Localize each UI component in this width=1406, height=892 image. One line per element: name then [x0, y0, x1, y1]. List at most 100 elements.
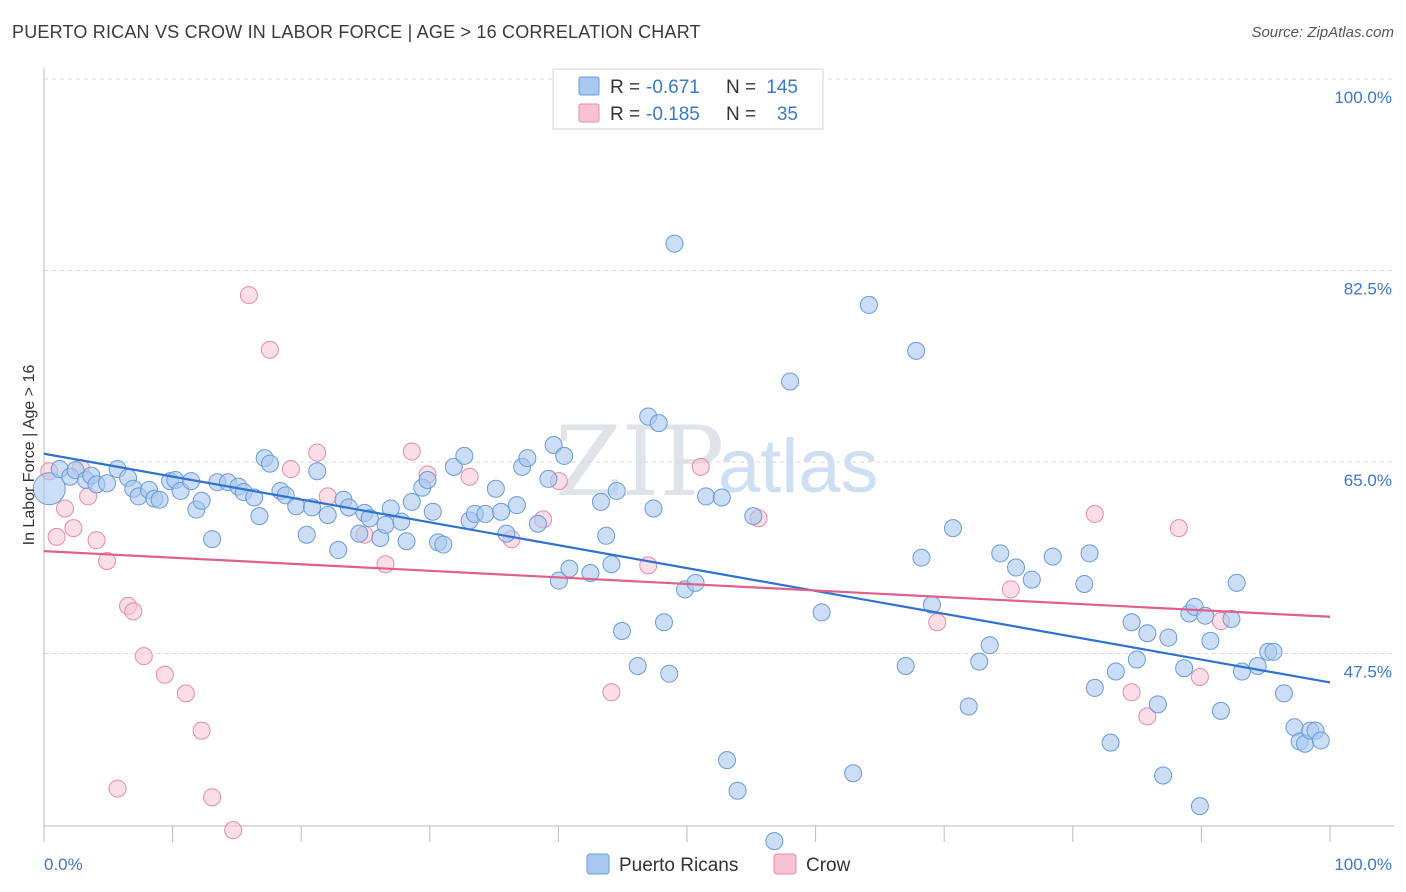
grid-lines	[44, 78, 1394, 654]
puerto-rican-point	[628, 657, 647, 676]
crow-point	[260, 340, 279, 359]
y-tick-label: 82.5%	[1344, 280, 1392, 299]
puerto-rican-point	[1248, 657, 1267, 676]
crow-point	[1122, 683, 1141, 702]
puerto-rican-point	[597, 526, 616, 545]
puerto-rican-point	[308, 462, 327, 481]
y-tick-label: 100.0%	[1334, 88, 1392, 107]
y-axis-title: In Labor Force | Age > 16	[21, 365, 38, 546]
crow-point	[224, 821, 243, 840]
source-label: Source: ZipAtlas.com	[1251, 24, 1394, 41]
crow-point	[134, 647, 153, 666]
puerto-rican-point	[381, 499, 400, 518]
crow-point	[239, 286, 258, 305]
y-tick-label: 47.5%	[1344, 663, 1392, 682]
puerto-rican-point	[959, 697, 978, 716]
crow-point	[47, 527, 66, 546]
bottom-legend-swatch-pink	[773, 853, 797, 875]
bottom-legend: Puerto Ricans Crow	[586, 853, 851, 876]
puerto-rican-point	[970, 652, 989, 671]
crow-point	[108, 779, 127, 798]
crow-point	[928, 613, 947, 632]
puerto-rican-point	[1227, 573, 1246, 592]
crow-point	[192, 721, 211, 740]
crow-point	[64, 519, 83, 538]
puerto-rican-point	[1222, 609, 1241, 628]
puerto-rican-point	[744, 507, 763, 526]
puerto-rican-point	[581, 564, 600, 583]
puerto-rican-point	[697, 487, 716, 506]
puerto-rican-point	[150, 490, 169, 509]
watermark-atlas: atlas	[718, 424, 879, 509]
puerto-rican-point	[528, 514, 547, 533]
puerto-rican-point	[250, 507, 269, 526]
puerto-rican-point	[560, 559, 579, 578]
puerto-rican-point	[660, 664, 679, 683]
trend-lines	[43, 452, 1331, 684]
crow-point	[1138, 707, 1157, 726]
puerto-rican-point	[539, 469, 558, 488]
puerto-rican-point	[1154, 766, 1173, 785]
puerto-rican-point	[644, 499, 663, 518]
crow-point	[98, 551, 117, 570]
legend-n-label-2: N =	[726, 104, 756, 125]
bottom-legend-label-crow: Crow	[806, 855, 851, 876]
puerto-rican-point	[943, 519, 962, 538]
legend-box: R = -0.671 N = 145 R = -0.185 N = 35	[552, 68, 824, 130]
crow-point	[376, 555, 395, 574]
puerto-rican-point	[486, 479, 505, 498]
puerto-rican-trend-line	[43, 452, 1331, 684]
crow-point	[1001, 580, 1020, 599]
puerto-rican-point	[1101, 733, 1120, 752]
legend-r-value-1: -0.671	[646, 77, 700, 98]
puerto-rican-point	[434, 535, 453, 554]
puerto-rican-point	[397, 532, 416, 551]
puerto-rican-point	[492, 502, 511, 521]
puerto-rican-point	[1106, 662, 1125, 681]
puerto-rican-point	[665, 234, 684, 253]
puerto-rican-point	[245, 488, 264, 507]
legend-r-value-2: -0.185	[646, 104, 700, 125]
puerto-rican-point	[712, 488, 731, 507]
crow-point	[155, 665, 174, 684]
puerto-rican-point	[728, 781, 747, 800]
puerto-rican-point	[376, 515, 395, 534]
puerto-rican-point	[765, 832, 784, 851]
legend-r-label-1: R =	[610, 77, 640, 98]
puerto-rican-point	[654, 613, 673, 632]
puerto-rican-point	[686, 573, 705, 592]
puerto-rican-point	[718, 751, 737, 770]
puerto-rican-point	[1264, 642, 1283, 661]
puerto-rican-point	[812, 603, 831, 622]
puerto-rican-point	[1007, 558, 1026, 577]
puerto-rican-point	[1075, 574, 1094, 593]
puerto-rican-point	[1022, 570, 1041, 589]
puerto-rican-point	[607, 481, 626, 500]
puerto-rican-point	[98, 474, 117, 493]
chart-title: PUERTO RICAN VS CROW IN LABOR FORCE | AG…	[12, 22, 701, 42]
puerto-rican-point	[360, 509, 379, 528]
puerto-rican-point	[476, 504, 495, 523]
legend-n-value-1: 145	[766, 77, 798, 98]
puerto-rican-point	[507, 496, 526, 515]
puerto-rican-point	[1127, 650, 1146, 669]
puerto-rican-point	[896, 657, 915, 676]
puerto-rican-point	[402, 492, 421, 511]
puerto-rican-point	[1159, 628, 1178, 647]
crow-point	[203, 788, 222, 807]
puerto-rican-point	[350, 524, 369, 543]
crow-points	[40, 286, 1230, 840]
puerto-rican-point	[192, 491, 211, 510]
puerto-rican-point	[260, 454, 279, 473]
puerto-rican-point	[912, 548, 931, 567]
puerto-rican-point	[497, 524, 516, 543]
puerto-rican-point	[544, 435, 563, 454]
puerto-rican-point	[329, 541, 348, 560]
puerto-rican-point	[1085, 678, 1104, 697]
puerto-rican-point	[844, 764, 863, 783]
puerto-rican-point	[418, 471, 437, 489]
crow-point	[281, 460, 300, 479]
bottom-legend-swatch-blue	[586, 853, 610, 875]
puerto-rican-point	[455, 446, 474, 465]
